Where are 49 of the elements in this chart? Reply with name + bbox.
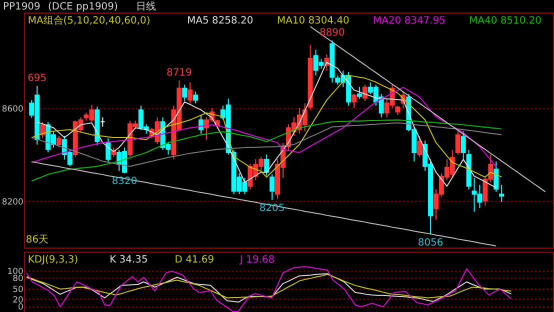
series-label: K 34.35 xyxy=(110,254,148,266)
line-series xyxy=(26,266,512,312)
candlestick xyxy=(56,135,62,148)
candlestick xyxy=(193,91,198,104)
annotation: 86天 xyxy=(26,234,49,246)
candlestick xyxy=(417,135,422,158)
text: MA20 8347.95 xyxy=(373,15,446,26)
candlestick xyxy=(182,84,188,102)
text: MA40 8510.20 xyxy=(469,15,542,26)
annotation: 8320 xyxy=(112,176,138,188)
y-tick-label: 8600 xyxy=(2,103,24,114)
annotation: 8890 xyxy=(320,27,345,38)
y-tick-label: 50 xyxy=(12,284,24,294)
candlestick xyxy=(499,184,504,203)
line-series xyxy=(310,26,546,192)
candlestick xyxy=(40,121,46,139)
candlestick xyxy=(362,84,368,102)
y-tick-label: 100 xyxy=(7,266,24,276)
candlestick xyxy=(270,174,275,200)
line-series xyxy=(26,273,512,303)
chart-subtitle: (DCE pp1909) xyxy=(48,2,118,13)
candlestick xyxy=(198,114,204,134)
annotation: 8719 xyxy=(166,67,192,78)
annotation: 695 xyxy=(28,72,47,84)
y-tick-label: 80 xyxy=(12,273,24,284)
y-tick-label: 20 xyxy=(12,294,24,304)
candlestick xyxy=(357,86,362,100)
series-label: J 19.68 xyxy=(238,254,275,266)
line-series xyxy=(31,86,497,168)
series-label: D 41.69 xyxy=(174,254,214,266)
candlestick xyxy=(494,161,499,192)
candlestick xyxy=(264,154,270,176)
text: 日线 xyxy=(136,0,156,13)
text: MA5 8258.20 xyxy=(187,15,254,26)
line-series xyxy=(26,274,512,298)
candlestick xyxy=(460,130,466,160)
legend-title: KDJ(9,3,3) xyxy=(28,254,78,266)
candlestick xyxy=(106,138,111,162)
candlestick xyxy=(352,94,357,108)
chart-title: PP1909 xyxy=(2,2,40,13)
candlestick xyxy=(188,82,193,104)
candlestick xyxy=(395,105,400,116)
candlestick xyxy=(455,130,460,156)
y-tick-label: 8200 xyxy=(2,196,24,207)
legend-title: MA组合(5,10,20,40,60,0) xyxy=(28,14,150,26)
y-tick-label: 0 xyxy=(18,302,24,312)
text: MA10 8304.40 xyxy=(277,15,350,26)
annotation: 8205 xyxy=(259,202,285,214)
annotation: 8056 xyxy=(418,238,444,249)
